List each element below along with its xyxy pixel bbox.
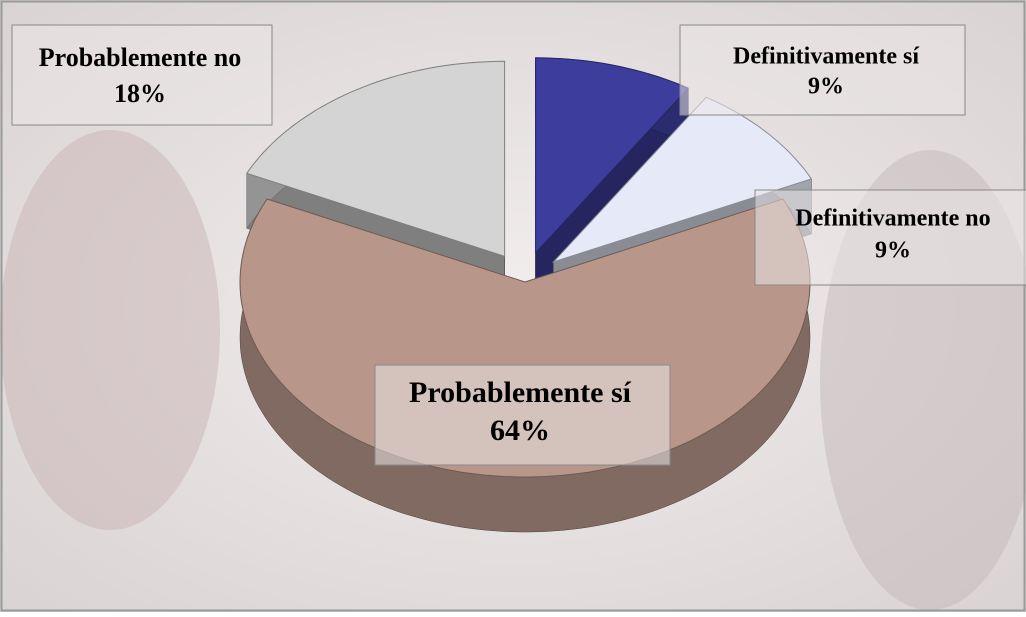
value-label: 18% xyxy=(114,79,166,108)
label-box xyxy=(754,189,1026,286)
labels: Definitivamente sí 9% Definitivamente no 9%… xyxy=(11,24,1026,466)
value-label: 9% xyxy=(875,238,911,264)
category-label: Definitivamente sí xyxy=(733,44,919,70)
category-label: Probablemente sí xyxy=(409,376,632,409)
category-label: Definitivamente no xyxy=(795,206,990,232)
slice xyxy=(535,57,690,255)
slice xyxy=(245,60,506,258)
category-label: Probablemente no xyxy=(39,43,241,72)
label-box xyxy=(11,24,273,126)
label-box xyxy=(374,364,671,466)
label-box xyxy=(679,24,966,116)
value-label: 64% xyxy=(490,414,550,447)
value-label: 9% xyxy=(808,74,844,100)
bg-shape xyxy=(0,130,220,530)
